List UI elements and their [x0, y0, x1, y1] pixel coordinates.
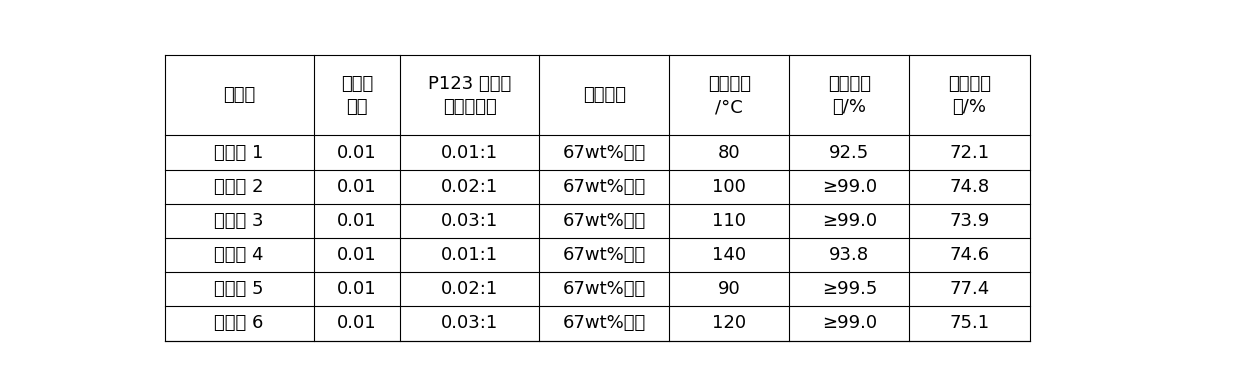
Text: 0.01:1: 0.01:1	[441, 246, 498, 264]
Text: 0.01: 0.01	[337, 144, 377, 162]
Text: 92.5: 92.5	[830, 144, 869, 162]
Text: 67wt%硝酸: 67wt%硝酸	[563, 178, 646, 196]
Text: 67wt%硝酸: 67wt%硝酸	[563, 280, 646, 298]
Text: 93.8: 93.8	[830, 246, 869, 264]
Text: ≥99.0: ≥99.0	[822, 178, 877, 196]
Text: 实施例 5: 实施例 5	[215, 280, 264, 298]
Text: 0.01: 0.01	[337, 280, 377, 298]
Text: 0.02:1: 0.02:1	[441, 178, 498, 196]
Text: 实施例: 实施例	[223, 86, 255, 104]
Text: 实施例 4: 实施例 4	[215, 246, 264, 264]
Text: ≥99.0: ≥99.0	[822, 212, 877, 230]
Text: 钯的负
载量: 钯的负 载量	[341, 74, 373, 116]
Text: 80: 80	[718, 144, 740, 162]
Text: 110: 110	[712, 212, 746, 230]
Text: 67wt%硝酸: 67wt%硝酸	[563, 144, 646, 162]
Text: ≥99.0: ≥99.0	[822, 315, 877, 332]
Text: 0.01: 0.01	[337, 178, 377, 196]
Text: 73.9: 73.9	[950, 212, 990, 230]
Text: 75.1: 75.1	[950, 315, 990, 332]
Text: 实施例 1: 实施例 1	[215, 144, 264, 162]
Text: P123 和异丙
醇铝摩尔比: P123 和异丙 醇铝摩尔比	[428, 74, 511, 116]
Text: 反应温度
/°C: 反应温度 /°C	[708, 74, 750, 116]
Text: 酸的种类: 酸的种类	[583, 86, 626, 104]
Text: 140: 140	[712, 246, 746, 264]
Text: 67wt%硝酸: 67wt%硝酸	[563, 212, 646, 230]
Text: 实施例 2: 实施例 2	[215, 178, 264, 196]
Text: 0.03:1: 0.03:1	[441, 315, 498, 332]
Text: 0.02:1: 0.02:1	[441, 280, 498, 298]
Text: 乙炔转化
率/%: 乙炔转化 率/%	[828, 74, 870, 116]
Text: 0.01:1: 0.01:1	[441, 144, 498, 162]
Text: ≥99.5: ≥99.5	[822, 280, 877, 298]
Text: 实施例 6: 实施例 6	[215, 315, 264, 332]
Text: 实施例 3: 实施例 3	[215, 212, 264, 230]
Text: 72.1: 72.1	[950, 144, 990, 162]
Text: 0.01: 0.01	[337, 212, 377, 230]
Text: 67wt%硝酸: 67wt%硝酸	[563, 246, 646, 264]
Text: 74.6: 74.6	[950, 246, 990, 264]
Text: 120: 120	[712, 315, 746, 332]
Text: 74.8: 74.8	[950, 178, 990, 196]
Text: 0.01: 0.01	[337, 315, 377, 332]
Text: 77.4: 77.4	[950, 280, 990, 298]
Text: 90: 90	[718, 280, 740, 298]
Text: 0.01: 0.01	[337, 246, 377, 264]
Text: 67wt%硝酸: 67wt%硝酸	[563, 315, 646, 332]
Text: 100: 100	[712, 178, 746, 196]
Text: 乙烯选择
性/%: 乙烯选择 性/%	[947, 74, 991, 116]
Text: 0.03:1: 0.03:1	[441, 212, 498, 230]
